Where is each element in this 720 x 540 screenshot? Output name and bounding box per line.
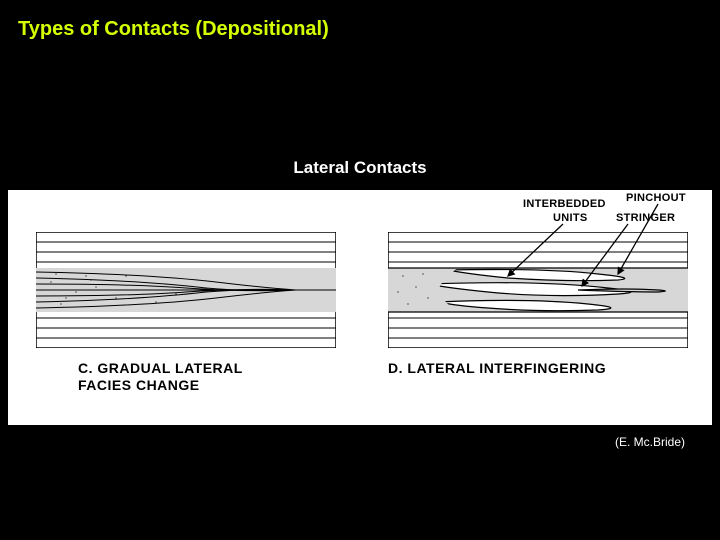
slide-subtitle: Lateral Contacts [0, 158, 720, 178]
figure-area: C. GRADUAL LATERALFACIES CHANGE [8, 190, 712, 425]
leader-lines [8, 190, 712, 425]
slide-title: Types of Contacts (Depositional) [18, 18, 329, 41]
credit: (E. Mc.Bride) [615, 435, 685, 449]
